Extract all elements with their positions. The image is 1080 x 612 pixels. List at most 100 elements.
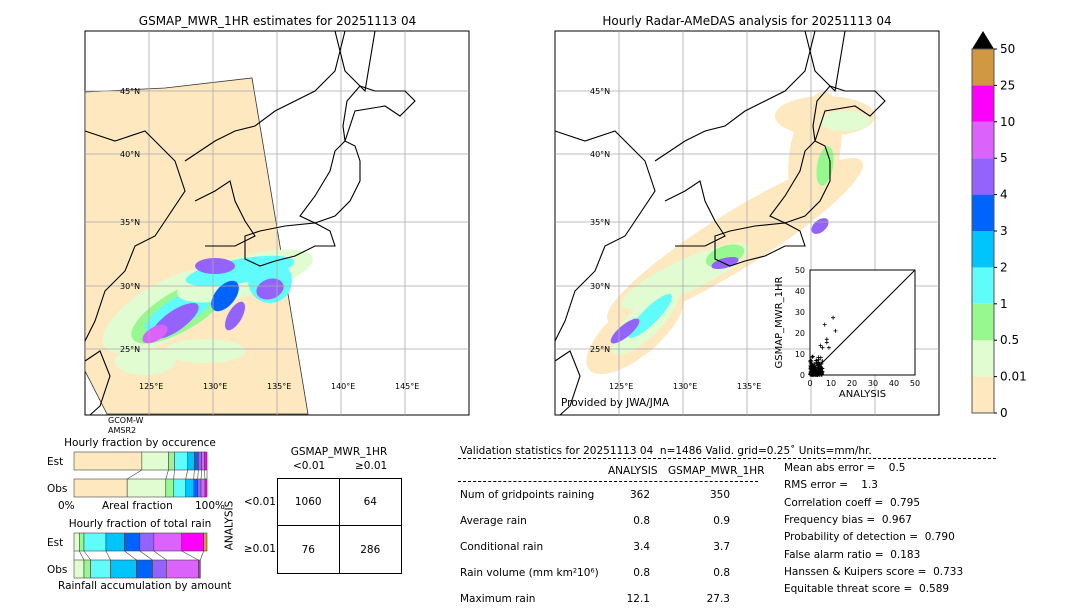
row-label-1: ≥0.01 — [243, 543, 276, 555]
lon-label: 135°E — [737, 382, 761, 391]
colorbar-segment — [972, 158, 994, 195]
fraction-segment — [73, 532, 80, 552]
fraction-segment — [187, 451, 195, 471]
stat-label: Rain volume (mm km²10⁶) — [460, 567, 599, 579]
score-line: Hanssen & Kuipers score = 0.733 — [784, 565, 964, 578]
scatter-point — [819, 372, 824, 377]
connector-line — [173, 469, 175, 480]
rain-obs-label: Obs — [47, 564, 68, 576]
coastline — [84, 130, 186, 342]
lat-label: 30°N — [120, 282, 140, 291]
lon-label: 125°E — [609, 382, 633, 391]
totalrain-bars — [73, 532, 208, 579]
scatter-point — [822, 322, 827, 327]
x-tick-label: 20 — [847, 379, 857, 388]
score-line: Correlation coeff = 0.795 — [784, 496, 920, 509]
fraction-segment — [166, 559, 199, 579]
score-line: Equitable threat score = 0.589 — [784, 583, 950, 596]
fraction-segment — [136, 559, 153, 579]
score-line: Probability of detection = 0.790 — [784, 531, 955, 544]
connector-line — [197, 469, 199, 480]
colorbar-tick-label: 1 — [1000, 297, 1008, 311]
colorbar-segment — [972, 85, 994, 122]
fraction-segment — [79, 532, 85, 552]
stats-col-divider — [458, 481, 758, 482]
score-line: RMS error = 1.3 — [784, 479, 878, 492]
coastline — [664, 180, 726, 247]
fraction-segment — [139, 532, 155, 552]
fraction-segment — [168, 451, 175, 471]
colorbar-segment — [972, 376, 994, 413]
lat-label: 25°N — [590, 345, 610, 354]
fraction-segment — [141, 451, 169, 471]
diagonal-line — [809, 269, 916, 376]
sensor-line2: AMSR2 — [108, 426, 137, 435]
colorbar-tick-label: 3 — [1000, 224, 1008, 238]
fraction-segment — [105, 532, 125, 552]
lat-label: 35°N — [590, 218, 610, 227]
scatter-ylabel: GSMAP_MWR_1HR — [774, 277, 785, 369]
rain-area — [115, 347, 175, 375]
y-tick-label: 40 — [795, 287, 805, 296]
fraction-segment — [124, 532, 141, 552]
connector-line — [105, 550, 111, 561]
scatter-point — [808, 370, 813, 375]
stat-label: Num of gridpoints raining — [460, 489, 595, 501]
fraction-segment — [83, 532, 107, 552]
right-map-title: Hourly Radar-AMeDAS analysis for 2025111… — [602, 14, 892, 28]
stat-analysis: 3.4 — [633, 541, 650, 553]
colorbar-tick-label: 4 — [1000, 188, 1008, 202]
fraction-segment — [198, 451, 202, 471]
scatter-point — [833, 328, 838, 333]
colorbar-tick-label: 0.01 — [1000, 370, 1027, 384]
fraction-segment — [165, 478, 175, 498]
lat-label: 40°N — [590, 150, 610, 159]
coastline — [554, 130, 656, 342]
fraction-segment — [194, 451, 199, 471]
occurrence-title: Hourly fraction by occurence — [64, 437, 216, 449]
x-tick-label: 10 — [826, 379, 836, 388]
connector-line — [204, 469, 206, 480]
x-tick-label: 0 — [807, 379, 812, 388]
fraction-segment — [203, 532, 208, 552]
fraction-segment — [153, 532, 183, 552]
fraction-segment — [193, 478, 198, 498]
scatter-point — [814, 358, 819, 363]
scatter-point — [824, 340, 829, 345]
rain-area — [165, 339, 245, 363]
fraction-segment — [173, 478, 187, 498]
stat-gsmap: 27.3 — [706, 593, 730, 605]
fraction-segment — [197, 478, 202, 498]
fraction-segment — [110, 559, 137, 579]
colorbar-tick-label: 0.5 — [1000, 333, 1019, 347]
stat-analysis: 0.8 — [633, 515, 650, 527]
x-tick-label: 30 — [868, 379, 878, 388]
rain-area — [816, 146, 834, 186]
rain-area — [628, 294, 672, 338]
col-label-0: <0.01 — [293, 460, 326, 472]
credit-label: Provided by JWA/JMA — [561, 397, 670, 409]
sensor-line1: GCOM-W — [108, 416, 144, 425]
rain-area — [224, 301, 246, 331]
scatter-point — [811, 369, 816, 374]
fraction-segment — [181, 532, 204, 552]
occ-xlabel: Areal fraction — [102, 500, 173, 512]
lon-label: 140°E — [331, 382, 355, 391]
occ-tick-left: 0% — [58, 500, 75, 512]
coastline — [714, 222, 806, 267]
sensor-label: GCOM-W AMSR2 — [108, 416, 143, 436]
stats-col1: ANALYSIS — [608, 465, 658, 477]
rain-area — [195, 258, 235, 274]
stat-analysis: 0.8 — [633, 567, 650, 579]
col-label-1: ≥0.01 — [355, 460, 388, 472]
occ-est-label: Est — [47, 456, 64, 468]
fraction-segment — [73, 478, 128, 498]
connector-line — [79, 550, 85, 561]
scatter-plot: 00 10 10 20 20 30 30 40 40 50 50 ANALYSIS GSMAP_MWR_… — [774, 266, 920, 400]
fraction-segment — [90, 559, 111, 579]
fraction-segment — [200, 478, 206, 498]
scatter-point — [810, 366, 815, 371]
left-map: 45°N 40°N 35°N 30°N 25°N 125°E 130°E 135°E 140°E… — [84, 30, 470, 416]
y-tick-label: 10 — [795, 350, 805, 359]
lon-label: 130°E — [203, 382, 227, 391]
